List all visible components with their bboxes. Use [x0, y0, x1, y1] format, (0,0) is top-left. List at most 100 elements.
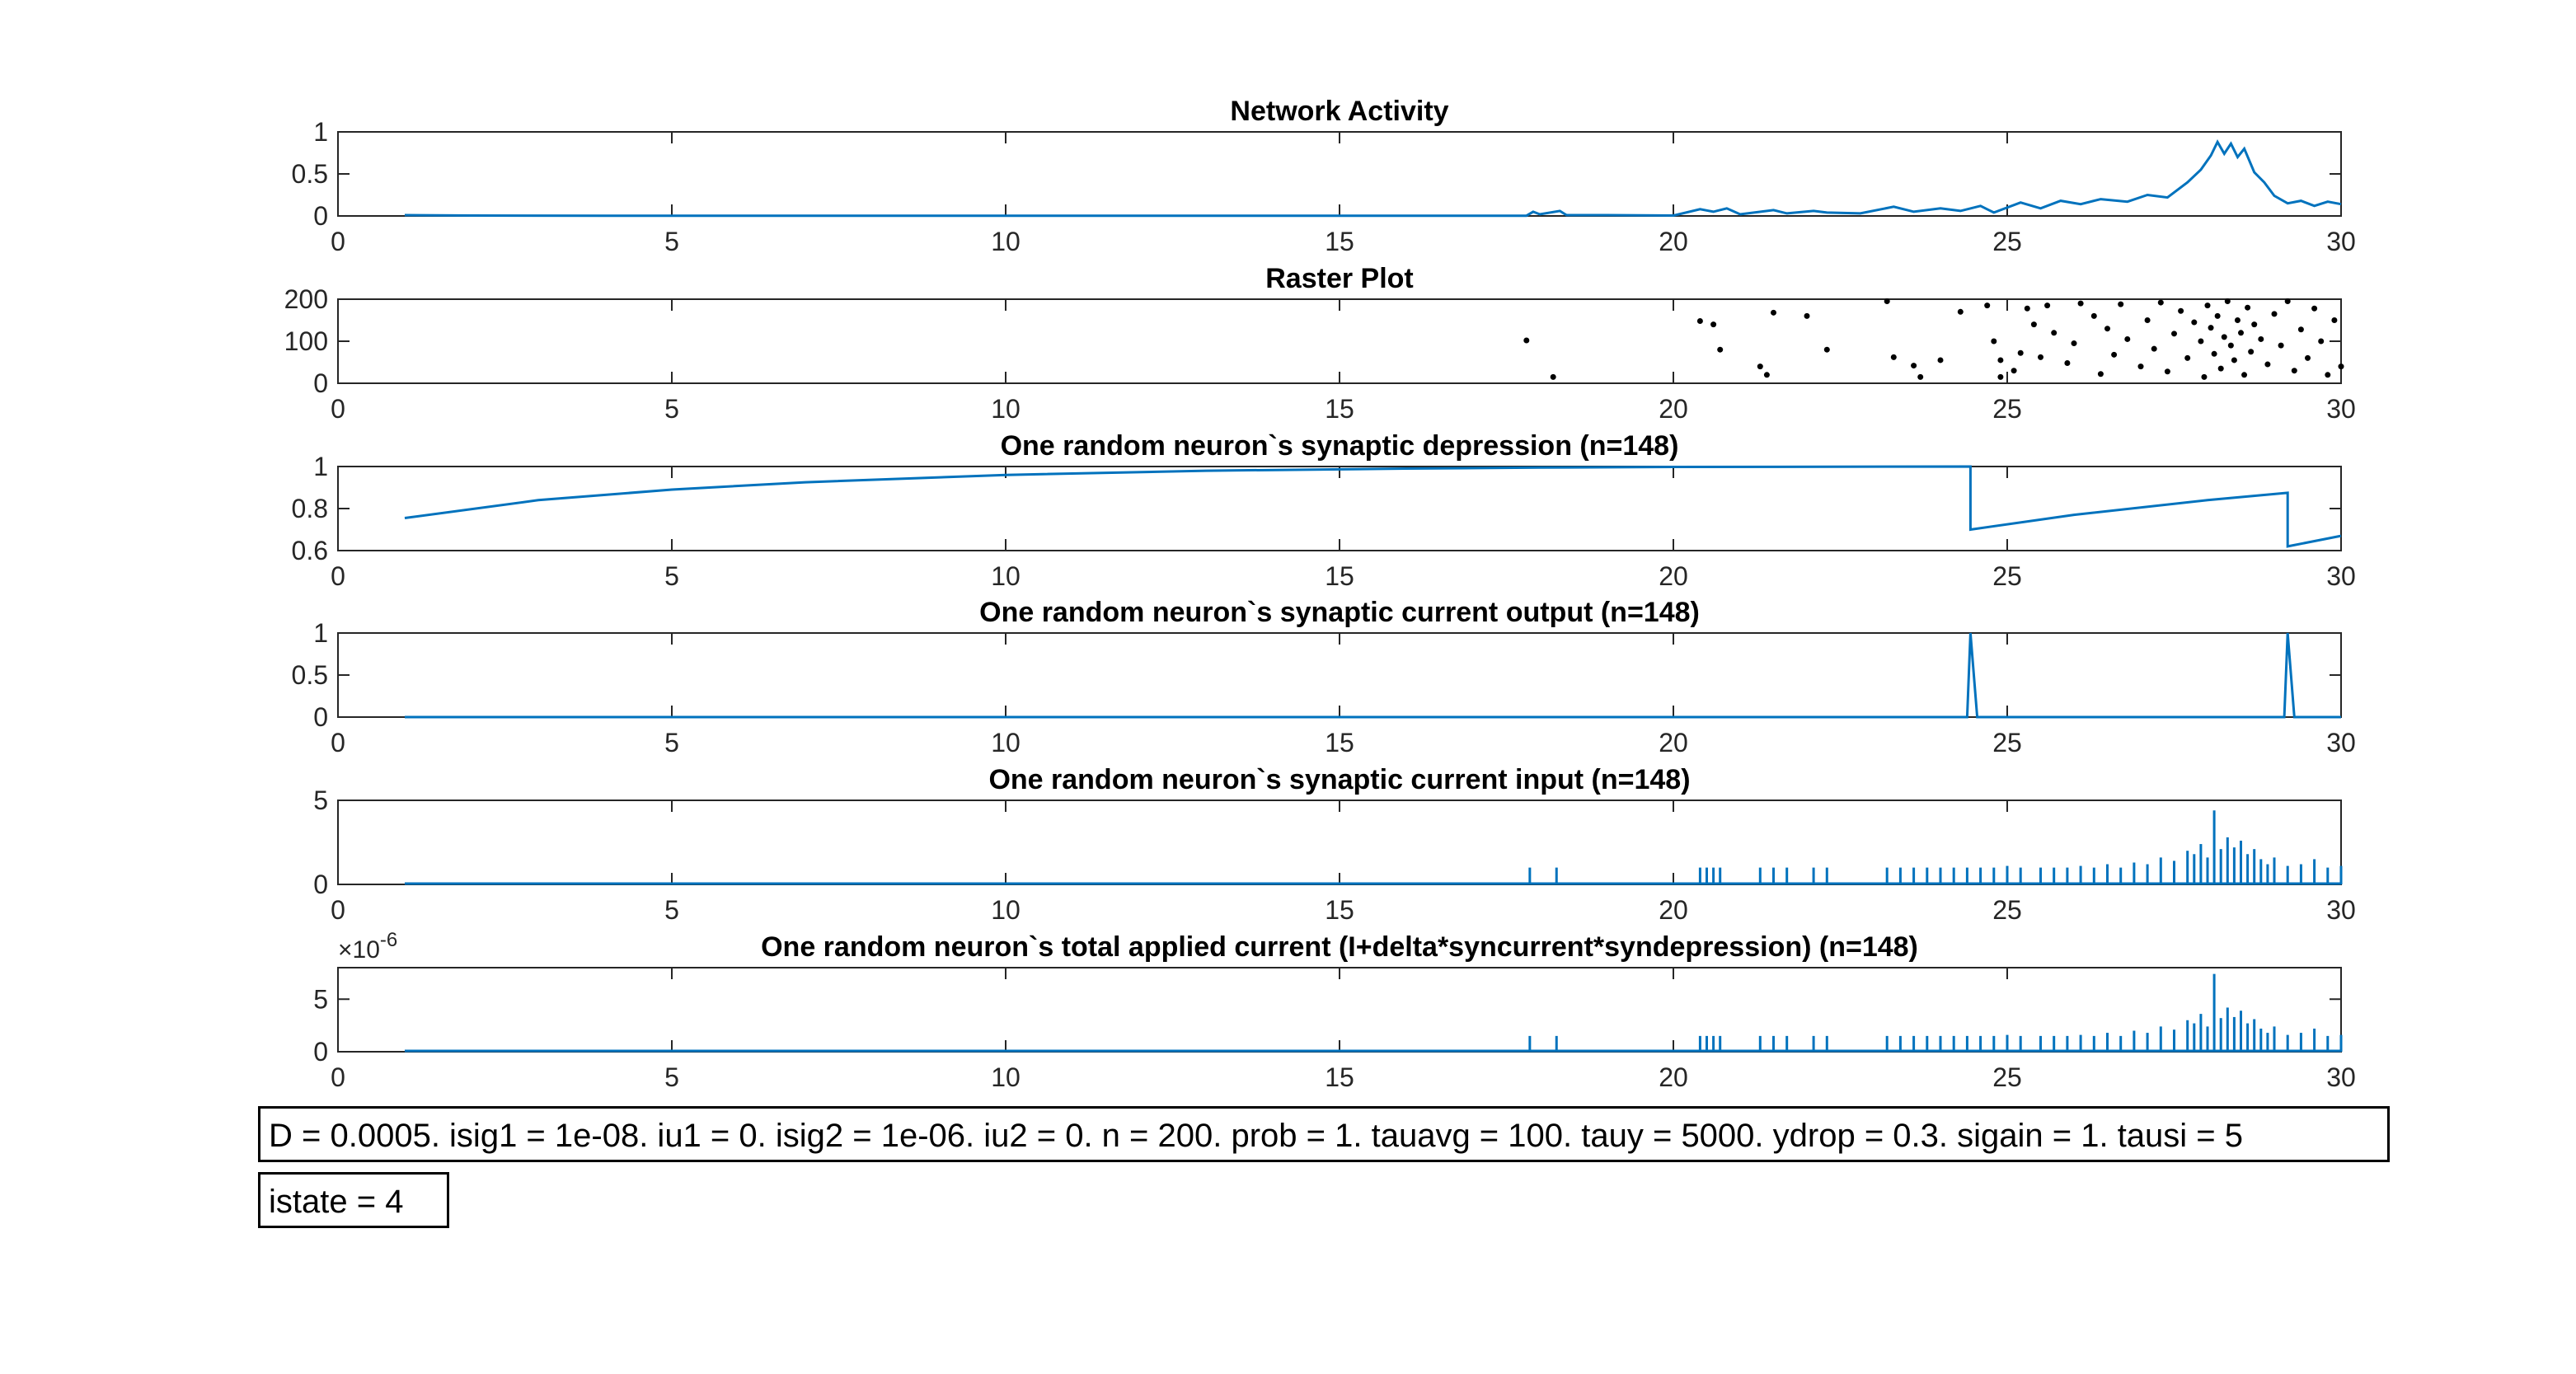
x-tick-label: 10 — [991, 394, 1021, 424]
x-tick-label: 20 — [1659, 728, 1688, 757]
x-tick-label: 10 — [991, 227, 1021, 256]
subplot-5: 0 5 10 15 20 25 30 0 5 One random neuron`s synapt… — [313, 764, 2356, 925]
raster-point — [2201, 373, 2208, 380]
raster-point — [1997, 373, 2004, 380]
raster-point — [1937, 357, 1944, 363]
subplot-title: One random neuron`s synaptic current inp… — [988, 764, 1690, 795]
raster-point — [2258, 335, 2264, 342]
raster-point — [1997, 357, 2004, 363]
x-tick-label: 15 — [1325, 394, 1354, 424]
raster-point — [2297, 326, 2304, 333]
istate-textbox: istate = 4 — [258, 1172, 449, 1228]
y-tick-label: 0 — [313, 1037, 328, 1067]
y-tick-label: 1 — [313, 117, 328, 147]
x-tick-label: 25 — [1992, 394, 2022, 424]
axes-box — [337, 131, 2342, 217]
x-tick-label: 15 — [1325, 1062, 1354, 1092]
raster-point — [2204, 302, 2211, 309]
raster-point — [1757, 363, 1763, 370]
x-tick-label: 15 — [1325, 227, 1354, 256]
raster-point — [2071, 340, 2077, 347]
raster-point — [2224, 298, 2231, 305]
subplot-title: One random neuron`s total applied curren… — [761, 931, 1918, 963]
raster-point — [2137, 363, 2144, 370]
y-tick-label: 1 — [313, 452, 328, 481]
x-tick-label: 0 — [331, 1062, 345, 1092]
raster-point — [2118, 301, 2124, 307]
x-tick-label: 25 — [1992, 1062, 2022, 1092]
raster-point — [2124, 335, 2131, 342]
x-tick-label: 0 — [331, 561, 345, 591]
y-tick-label: 0.5 — [292, 159, 328, 189]
x-tick-label: 5 — [664, 394, 679, 424]
axes-box — [337, 632, 2342, 718]
x-tick-label: 10 — [991, 895, 1021, 925]
y-tick-label: 0 — [313, 702, 328, 732]
raster-point — [2264, 361, 2271, 368]
x-tick-label: 15 — [1325, 561, 1354, 591]
raster-point — [2151, 345, 2157, 352]
subplot-6: 0 5 10 15 20 25 30 0 5 One random neuron`s total … — [313, 929, 2356, 1092]
subplot-1: 0 5 10 15 20 25 30 0 0.5 1 Network Activity — [292, 96, 2356, 256]
raster-point — [2241, 372, 2248, 378]
raster-point — [2305, 354, 2311, 361]
y-tick-label: 0 — [313, 870, 328, 899]
raster-point — [2271, 311, 2278, 317]
x-tick-label: 10 — [991, 1062, 1021, 1092]
x-tick-label: 5 — [664, 728, 679, 757]
raster-point — [2191, 319, 2198, 326]
raster-point — [2171, 331, 2177, 337]
raster-point — [2331, 317, 2338, 323]
x-tick-label: 5 — [664, 1062, 679, 1092]
raster-point — [2144, 317, 2151, 323]
y-tick-label: 0.6 — [292, 536, 328, 565]
subplot-title: Raster Plot — [1265, 263, 1414, 294]
raster-point — [2097, 371, 2104, 377]
raster-point — [2198, 338, 2204, 345]
subplot-title: One random neuron`s synaptic current out… — [979, 597, 1700, 628]
raster-point — [2157, 299, 2164, 306]
raster-point — [2221, 334, 2227, 340]
raster-point — [1550, 373, 1556, 380]
raster-point — [2231, 357, 2237, 363]
raster-point — [1771, 309, 1776, 316]
x-tick-label: 30 — [2326, 728, 2356, 757]
y-tick-label: 100 — [284, 326, 328, 356]
y-tick-label: 5 — [313, 785, 328, 815]
x-tick-label: 5 — [664, 561, 679, 591]
raster-point — [2251, 321, 2258, 328]
y-tick-label: 200 — [284, 284, 328, 314]
x-tick-label: 25 — [1992, 895, 2022, 925]
y-tick-label: 1 — [313, 618, 328, 648]
subplot-title: One random neuron`s synaptic depression … — [1001, 430, 1679, 462]
subplot-3: 0 5 10 15 20 25 30 0.6 0.8 1 One random neuron`s s… — [292, 430, 2356, 591]
raster-point — [1890, 354, 1897, 360]
x-tick-label: 20 — [1659, 561, 1688, 591]
x-tick-label: 0 — [331, 227, 345, 256]
raster-point — [1523, 337, 1530, 344]
x-tick-label: 25 — [1992, 728, 2022, 757]
axes-box — [337, 967, 2342, 1053]
raster-point — [2248, 349, 2255, 355]
raster-point — [2278, 342, 2284, 349]
raster-point — [2038, 354, 2043, 360]
x-tick-label: 20 — [1659, 1062, 1688, 1092]
x-tick-label: 30 — [2326, 1062, 2356, 1092]
x-tick-label: 10 — [991, 561, 1021, 591]
x-tick-label: 10 — [991, 728, 1021, 757]
raster-point — [2184, 354, 2191, 361]
y-tick-label: 5 — [313, 984, 328, 1014]
series-line — [404, 465, 2342, 548]
x-tick-label: 15 — [1325, 728, 1354, 757]
parameters-textbox: D = 0.0005. isig1 = 1e-08. iu1 = 0. isig… — [258, 1106, 2390, 1162]
raster-point — [2178, 307, 2184, 314]
y-tick-label: 0.8 — [292, 494, 328, 523]
series-line — [404, 138, 2342, 218]
raster-point — [1763, 372, 1770, 378]
raster-point — [2164, 368, 2170, 375]
raster-point — [2024, 305, 2030, 312]
x-tick-label: 20 — [1659, 394, 1688, 424]
x-tick-label: 5 — [664, 227, 679, 256]
x-tick-label: 0 — [331, 728, 345, 757]
